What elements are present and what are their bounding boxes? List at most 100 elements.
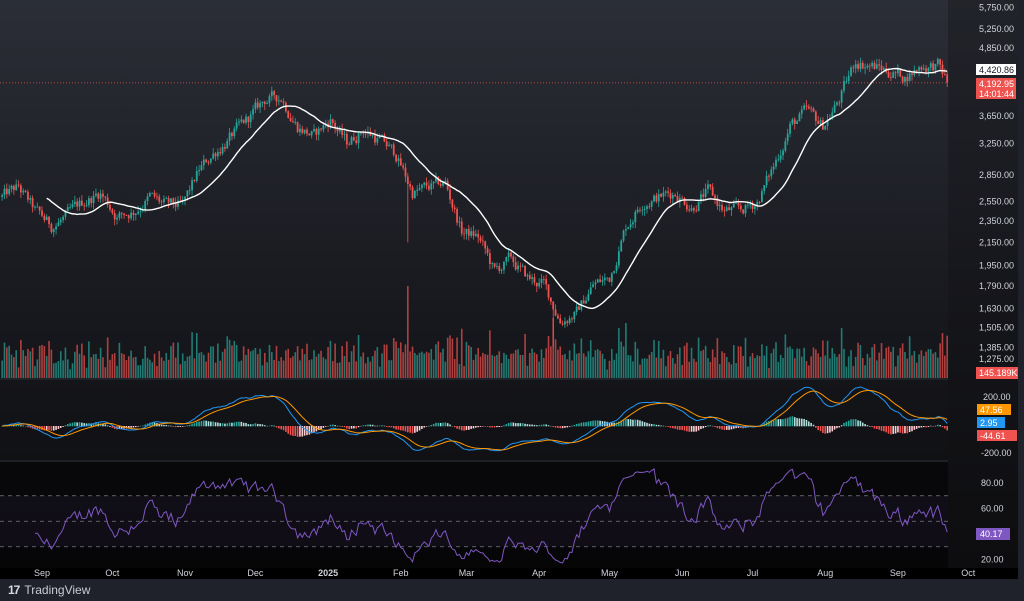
volume-bar	[163, 360, 165, 378]
macd-histogram-bar	[432, 423, 435, 427]
macd-histogram-bar	[866, 425, 869, 427]
candle-body	[139, 210, 142, 212]
candle-body	[707, 184, 709, 190]
price-tick-label: 3,250.00	[979, 139, 1014, 149]
volume-bar	[392, 338, 395, 378]
macd-histogram-bar	[507, 422, 510, 427]
candle-body	[892, 72, 895, 78]
candle-body	[202, 159, 205, 166]
volume-bar	[883, 358, 885, 378]
rsi-value-badge	[976, 528, 1010, 540]
volume-bar	[52, 363, 55, 378]
candle-body	[78, 200, 81, 207]
macd-histogram-bar	[716, 426, 719, 429]
volume-bar	[48, 340, 50, 378]
candle-body	[266, 103, 269, 104]
macd-histogram-bar	[331, 424, 334, 427]
volume-bar	[592, 356, 594, 378]
volume-bar	[672, 357, 674, 378]
macd-histogram-bar	[503, 425, 505, 427]
volume-bar	[451, 338, 454, 378]
volume-bar	[836, 356, 838, 378]
macd-histogram-bar	[191, 423, 193, 427]
volume-bar	[324, 359, 327, 378]
candle-body	[503, 261, 505, 270]
macd-histogram-bar	[102, 423, 104, 427]
macd-histogram-bar	[205, 420, 207, 427]
candle-body	[936, 59, 939, 64]
candle-body	[798, 113, 801, 122]
macd-histogram-bar	[498, 426, 501, 428]
volume-bar	[463, 366, 465, 378]
candle-body	[585, 300, 587, 304]
volume-bar	[618, 328, 620, 378]
candle-body	[1, 195, 4, 197]
macd-histogram-bar	[13, 424, 15, 427]
macd-histogram-bar	[437, 422, 440, 427]
candle-body	[826, 119, 829, 126]
candle-body	[625, 229, 627, 231]
macd-histogram-bar	[526, 424, 529, 427]
candle-body	[943, 74, 946, 75]
macd-histogram-bar	[592, 420, 594, 427]
price-tick-label: 2,550.00	[979, 197, 1014, 207]
volume-bar	[946, 335, 948, 378]
macd-histogram-bar	[540, 424, 543, 427]
moving-average-line	[46, 67, 948, 309]
candle-body	[852, 67, 855, 69]
macd-histogram-bar	[111, 426, 114, 428]
candle-body	[911, 73, 913, 76]
candle-body	[19, 185, 22, 193]
macd-histogram-bar	[681, 426, 683, 430]
macd-histogram-bar	[913, 426, 916, 430]
macd-histogram-bar	[669, 426, 672, 428]
candle-body	[228, 132, 231, 141]
volume-bar	[791, 348, 794, 378]
volume-bar	[402, 352, 404, 378]
volume-bar	[800, 356, 803, 378]
macd-histogram-bar	[348, 426, 350, 430]
candle-body	[268, 96, 271, 104]
volume-bar	[127, 356, 130, 378]
candle-body	[542, 278, 545, 280]
candle-body	[130, 212, 133, 219]
volume-bar	[376, 346, 379, 378]
candle-body	[632, 222, 634, 225]
volume-bar	[20, 339, 22, 378]
chart-svg[interactable]: 5,750.00 5,250.00 4,850.00 3,650.00 3,250.00…	[0, 0, 1018, 579]
volume-bar	[472, 359, 475, 378]
volume-bar	[263, 352, 266, 378]
macd-histogram-bar	[922, 426, 925, 428]
candle-body	[728, 207, 730, 211]
macd-histogram-bar	[362, 425, 365, 427]
macd-histogram-bar	[392, 426, 395, 429]
volume-bar	[519, 354, 522, 378]
macd-histogram-bar	[289, 426, 292, 436]
macd-histogram-bar	[899, 426, 902, 433]
macd-histogram-bar	[465, 426, 468, 431]
macd-histogram-bar	[585, 422, 587, 427]
volume-bar	[843, 348, 845, 378]
candle-body	[732, 203, 735, 208]
candle-body	[772, 166, 775, 170]
candle-body	[193, 180, 196, 181]
candle-body	[650, 201, 653, 207]
candle-body	[779, 155, 782, 160]
chart-area[interactable]: 5,750.00 5,250.00 4,850.00 3,650.00 3,250.00…	[0, 0, 1018, 579]
candle-body	[920, 67, 923, 70]
volume-bar	[217, 343, 219, 378]
candle-body	[99, 193, 102, 199]
volume-bar	[901, 343, 904, 378]
volume-bar	[859, 344, 862, 378]
macd-histogram-bar	[334, 425, 336, 427]
macd-histogram-bar	[880, 426, 883, 431]
volume-bar	[920, 350, 923, 378]
volume-bar	[254, 348, 257, 378]
macd-histogram-bar	[409, 426, 411, 433]
macd-histogram-bar	[543, 424, 545, 427]
macd-histogram-bar	[547, 425, 550, 427]
candle-body	[163, 198, 165, 203]
volume-bar	[601, 353, 604, 378]
candle-body	[700, 194, 702, 202]
macd-histogram-bar	[496, 426, 498, 428]
